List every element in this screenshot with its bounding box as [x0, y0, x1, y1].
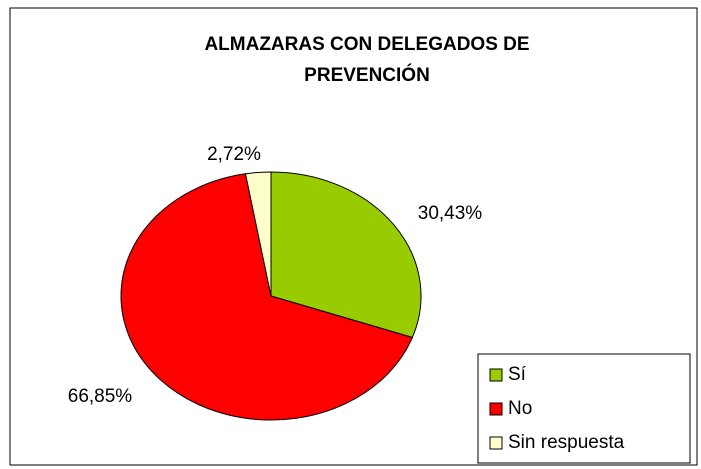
pie-slice — [244, 171, 272, 297]
legend-label: Sí — [508, 364, 527, 385]
legend-swatch — [489, 368, 503, 382]
pie-slice — [270, 171, 422, 339]
data-label: 30,43% — [418, 203, 483, 224]
chart-title: PREVENCIÓN — [304, 64, 430, 86]
data-label: 2,72% — [207, 144, 261, 165]
legend-label: No — [508, 398, 532, 419]
data-label: 66,85% — [68, 386, 133, 407]
chart-title: ALMAZARAS CON DELEGADOS DE — [204, 34, 529, 55]
pie-slice — [120, 173, 414, 421]
legend-swatch — [489, 436, 503, 450]
legend-box — [477, 353, 691, 464]
legend-label: Sin respuesta — [508, 432, 625, 453]
legend-swatch — [489, 402, 503, 416]
